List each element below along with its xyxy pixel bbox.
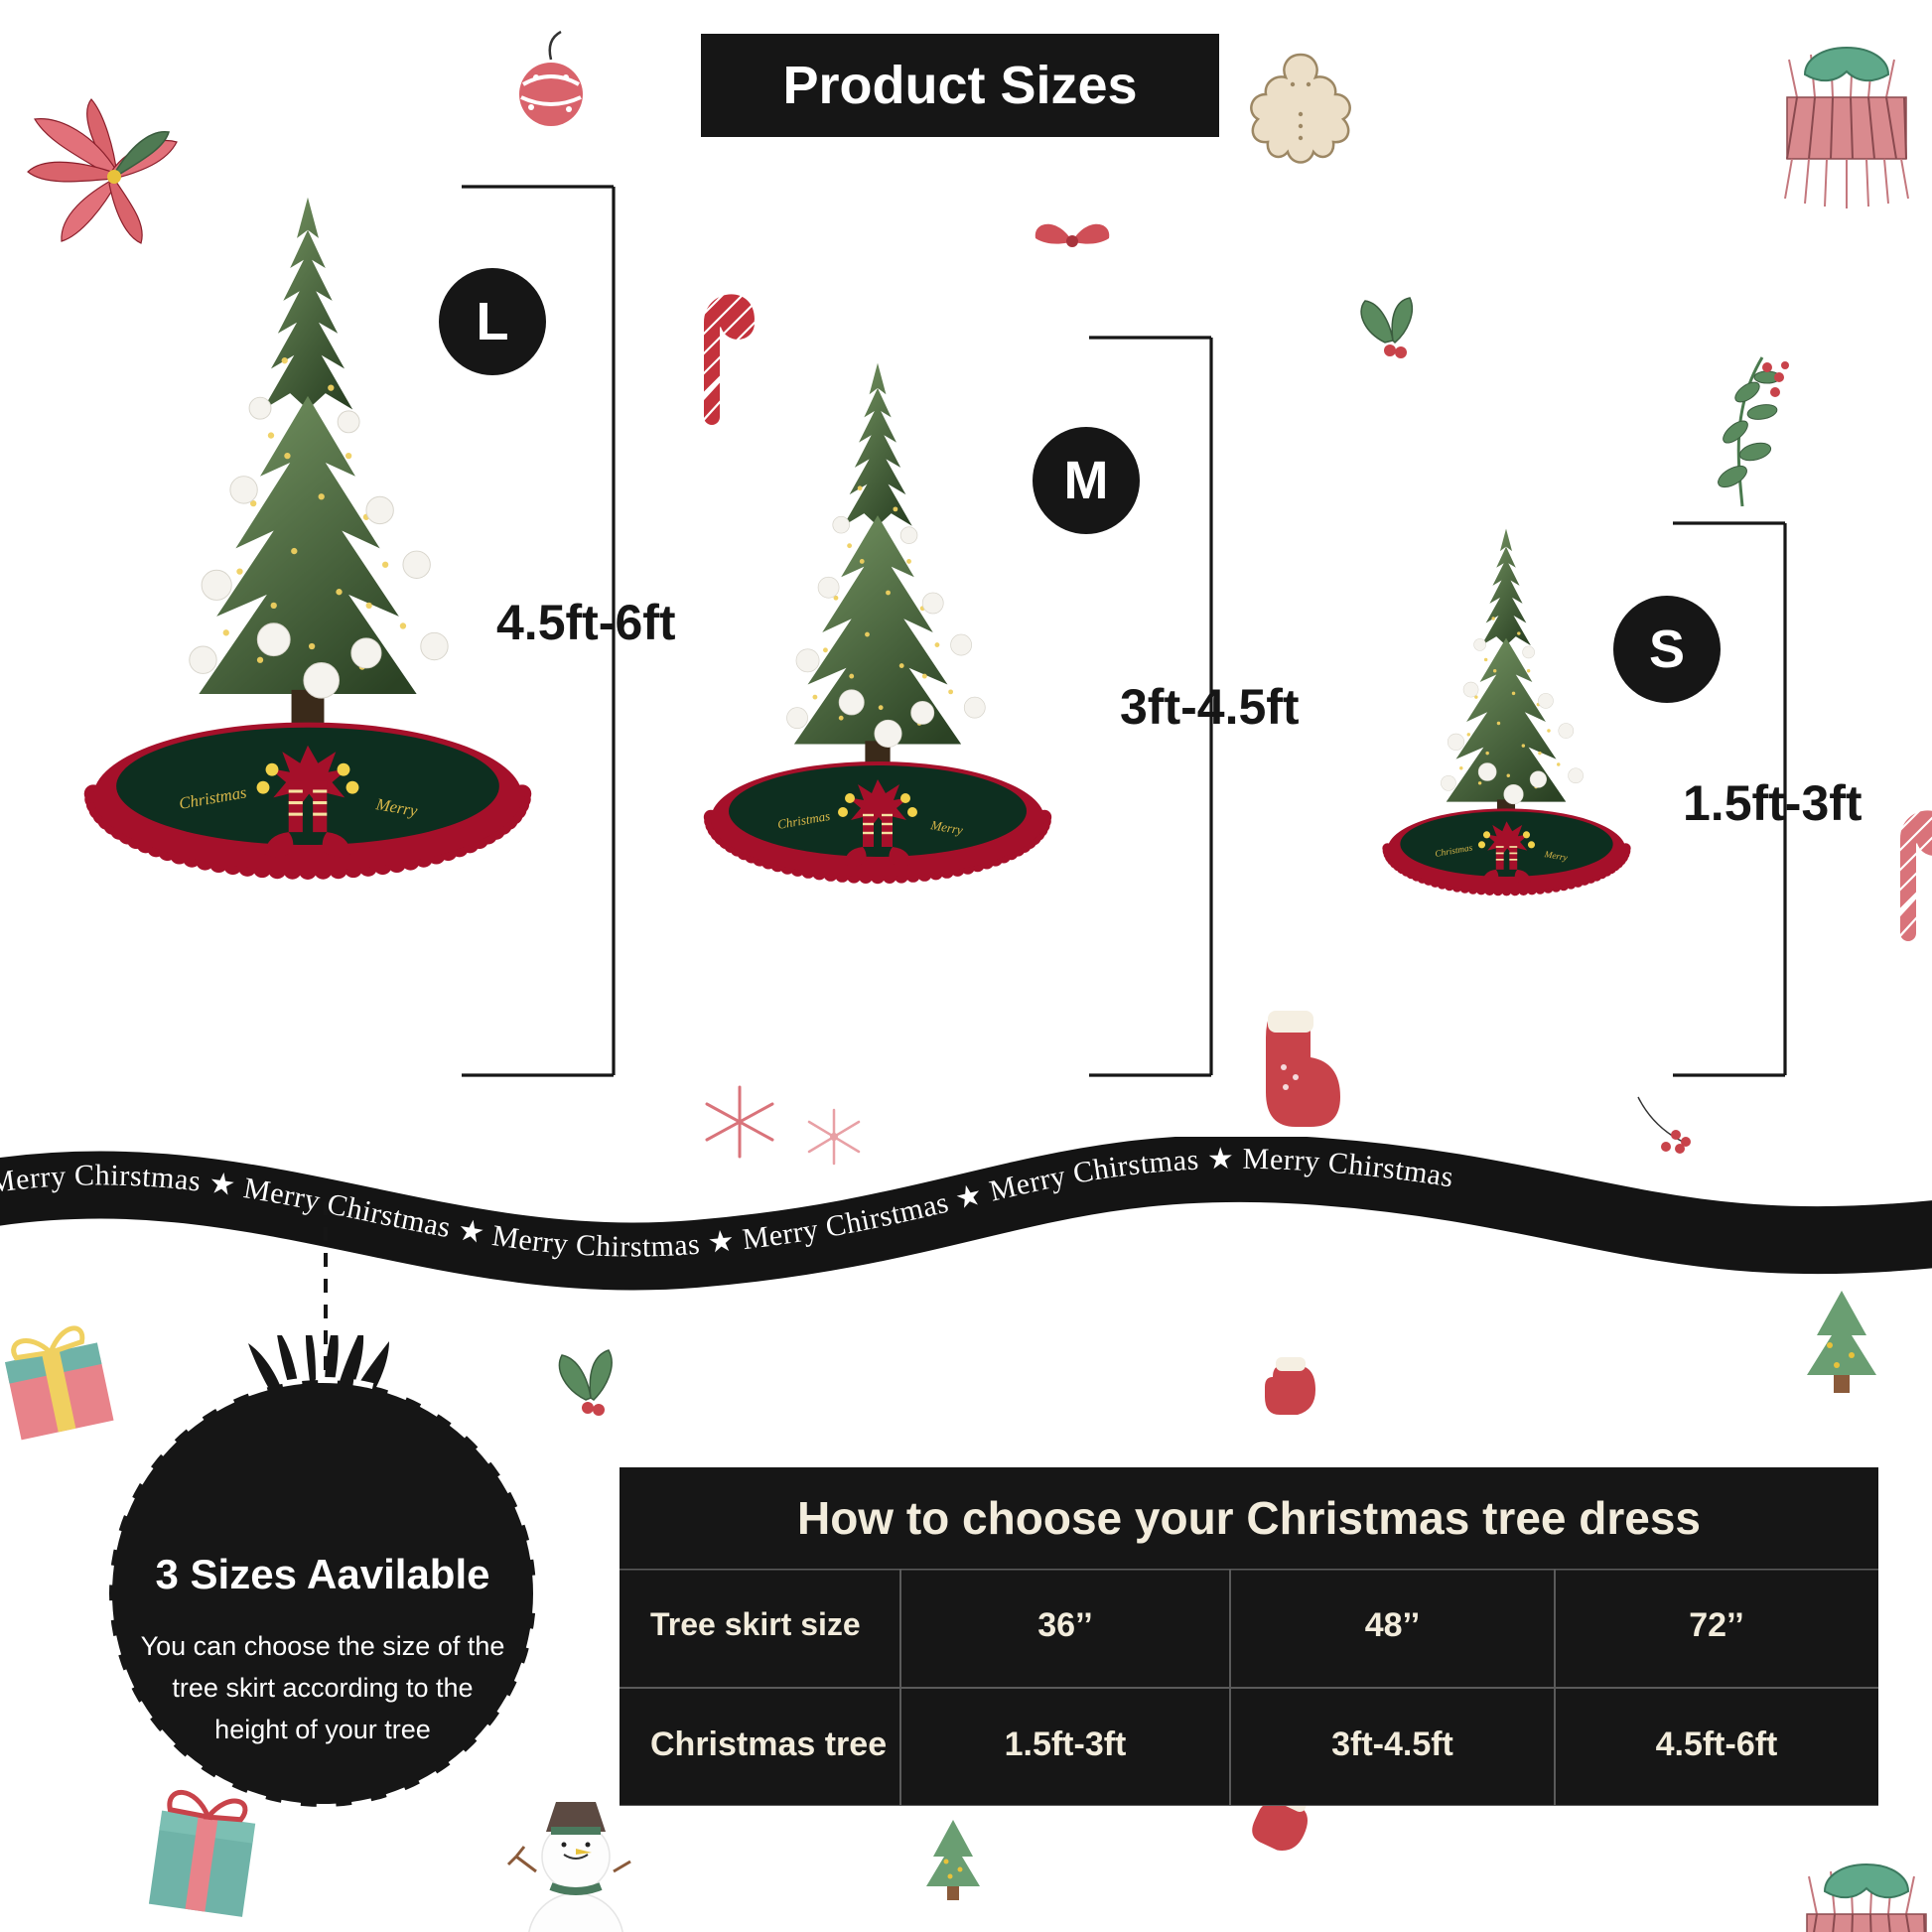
svg-text:tree skirt according to the: tree skirt according to the bbox=[172, 1673, 473, 1703]
svg-text:height of your tree: height of your tree bbox=[214, 1715, 431, 1744]
svg-text:You can choose the size of the: You can choose the size of the bbox=[141, 1631, 505, 1661]
svg-text:3 Sizes Aavilable: 3 Sizes Aavilable bbox=[156, 1551, 490, 1597]
